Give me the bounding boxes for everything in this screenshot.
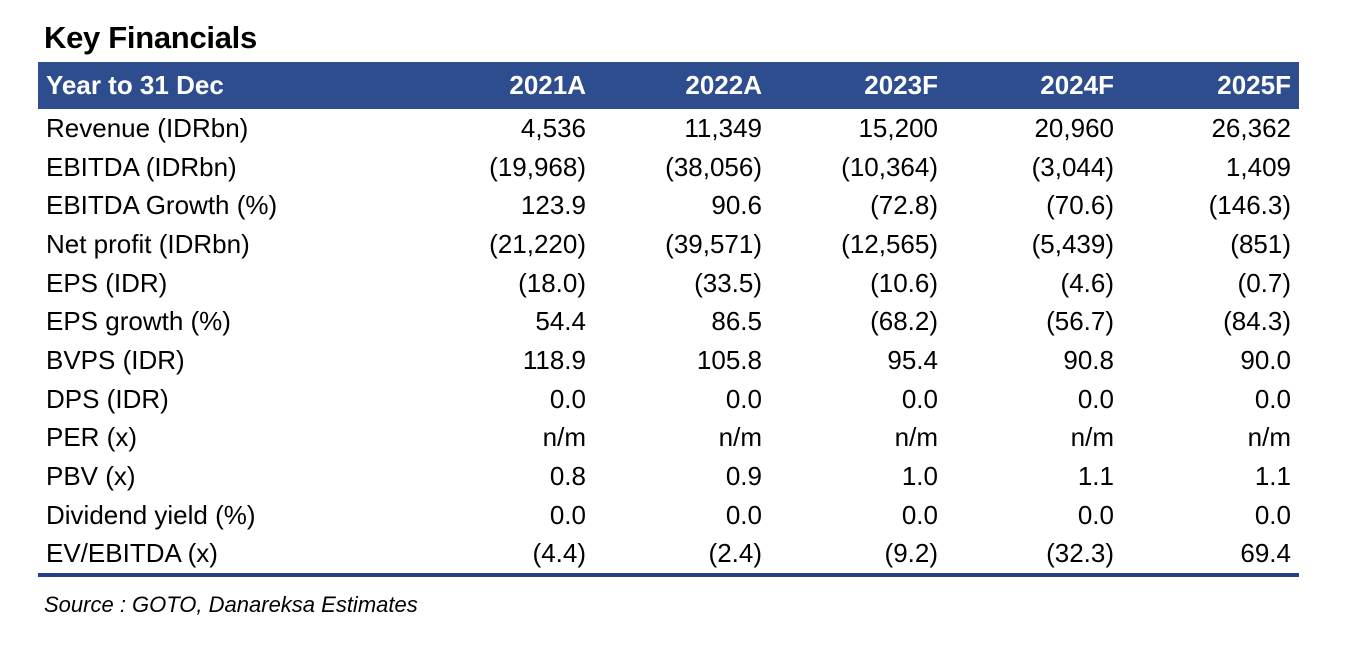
table-cell: 0.9 — [725, 461, 762, 492]
row-label: Revenue (IDRbn) — [46, 112, 249, 143]
table-cell: 69.4 — [1122, 534, 1299, 578]
table-cell: n/m — [542, 422, 586, 453]
table-cell: (5,439) — [1031, 228, 1114, 259]
table-cell: 0.0 — [725, 499, 762, 530]
table-row: EPS growth (%) 54.4 86.5 (68.2) (56.7) (84.3) — [38, 302, 1299, 341]
table-row: Revenue (IDRbn) 4,536 11,349 15,200 20,960 26… — [38, 109, 1299, 148]
column-header: 2024F — [946, 62, 1122, 109]
table-cell: (2.4) — [594, 534, 770, 578]
table-cell: (84.3) — [1223, 306, 1291, 337]
row-label: EPS growth (%) — [46, 306, 231, 337]
row-label: EBITDA Growth (%) — [46, 190, 278, 221]
table-cell: 26,362 — [1211, 112, 1291, 143]
table-cell: n/m — [894, 422, 938, 453]
table-cell: (12,565) — [841, 228, 938, 259]
table-row: PBV (x) 0.8 0.9 1.0 1.1 1.1 — [38, 457, 1299, 496]
column-header: 2021A — [418, 62, 594, 109]
table-cell: 1.1 — [1254, 461, 1291, 492]
table-cell: (21,220) — [489, 228, 586, 259]
page-title: Key Financials — [44, 20, 257, 55]
table-cell: 0.0 — [901, 383, 938, 414]
table-row: PER (x) n/m n/m n/m n/m n/m — [38, 419, 1299, 458]
column-header: 2023F — [770, 62, 946, 109]
table-cell: 0.0 — [549, 499, 586, 530]
table-cell: 105.8 — [696, 344, 762, 375]
table-row: Dividend yield (%) 0.0 0.0 0.0 0.0 0.0 — [38, 496, 1299, 535]
table-row: Net profit (IDRbn) (21,220) (39,571) (12,56… — [38, 225, 1299, 264]
table-cell: (3,044) — [1031, 151, 1114, 182]
financials-table: Year to 31 Dec 2021A 2022A 2023F 2024F 2… — [38, 62, 1299, 578]
table-cell: (19,968) — [489, 151, 586, 182]
row-label: Dividend yield (%) — [46, 499, 256, 530]
table-cell: 86.5 — [711, 306, 762, 337]
table-cell: (4.4) — [418, 534, 594, 578]
table-row: DPS (IDR) 0.0 0.0 0.0 0.0 0.0 — [38, 380, 1299, 419]
table-cell: 123.9 — [520, 190, 586, 221]
table-cell: (851) — [1230, 228, 1291, 259]
row-label: PBV (x) — [46, 461, 136, 492]
table-cell: (56.7) — [1046, 306, 1114, 337]
table-cell: 1,409 — [1225, 151, 1291, 182]
table-cell: (32.3) — [946, 534, 1122, 578]
table-cell: (39,571) — [665, 228, 762, 259]
source-note: Source : GOTO, Danareksa Estimates — [44, 592, 418, 617]
table-cell: 1.1 — [1077, 461, 1114, 492]
table-cell: 0.0 — [1254, 499, 1291, 530]
row-label: DPS (IDR) — [46, 383, 169, 414]
table-cell: 20,960 — [1034, 112, 1114, 143]
table-cell: 90.6 — [711, 190, 762, 221]
row-label: EV/EBITDA (x) — [38, 534, 418, 578]
table-cell: n/m — [718, 422, 762, 453]
table-cell: (4.6) — [1060, 267, 1114, 298]
column-header: 2025F — [1122, 62, 1299, 109]
table-cell: (38,056) — [665, 151, 762, 182]
table-cell: 54.4 — [535, 306, 586, 337]
table-row: EV/EBITDA (x) (4.4) (2.4) (9.2) (32.3) 69.4 — [38, 534, 1299, 578]
row-label: EBITDA (IDRbn) — [46, 151, 237, 182]
table-cell: n/m — [1070, 422, 1114, 453]
table-cell: 0.0 — [1077, 499, 1114, 530]
table-cell: 0.0 — [901, 499, 938, 530]
table-cell: 90.8 — [1063, 344, 1114, 375]
table-cell: 11,349 — [684, 112, 762, 143]
table-cell: 0.0 — [549, 383, 586, 414]
table-cell: (68.2) — [870, 306, 938, 337]
table-cell: (33.5) — [694, 267, 762, 298]
table-cell: 0.0 — [1077, 383, 1114, 414]
row-label: PER (x) — [46, 422, 137, 453]
column-header: Year to 31 Dec — [38, 62, 418, 109]
table-row: EPS (IDR) (18.0) (33.5) (10.6) (4.6) (0.7) — [38, 264, 1299, 303]
column-header: 2022A — [594, 62, 770, 109]
table-cell: (72.8) — [870, 190, 938, 221]
table-cell: 1.0 — [901, 461, 938, 492]
table-cell: 95.4 — [887, 344, 938, 375]
table-cell: 0.0 — [725, 383, 762, 414]
row-label: Net profit (IDRbn) — [46, 228, 250, 259]
table-cell: (146.3) — [1208, 190, 1291, 221]
table-row: EBITDA (IDRbn) (19,968) (38,056) (10,364) (3… — [38, 148, 1299, 187]
table-cell: 0.0 — [1254, 383, 1291, 414]
table-cell: (9.2) — [770, 534, 946, 578]
table-cell: 0.8 — [549, 461, 586, 492]
table-cell: 118.9 — [522, 344, 586, 375]
table-row: EBITDA Growth (%) 123.9 90.6 (72.8) (70.6) (1… — [38, 186, 1299, 225]
table-cell: n/m — [1247, 422, 1291, 453]
row-label: EPS (IDR) — [46, 267, 168, 298]
table-cell: (18.0) — [518, 267, 586, 298]
row-label: BVPS (IDR) — [46, 344, 185, 375]
table-cell: 15,200 — [858, 112, 938, 143]
table-header-row: Year to 31 Dec 2021A 2022A 2023F 2024F 2… — [38, 62, 1299, 109]
table-cell: (70.6) — [1046, 190, 1114, 221]
table-cell: (10,364) — [841, 151, 938, 182]
table-cell: 4,536 — [520, 112, 586, 143]
table-cell: 90.0 — [1240, 344, 1291, 375]
table-cell: (0.7) — [1237, 267, 1291, 298]
table-cell: (10.6) — [870, 267, 938, 298]
table-row: BVPS (IDR) 118.9 105.8 95.4 90.8 90.0 — [38, 341, 1299, 380]
